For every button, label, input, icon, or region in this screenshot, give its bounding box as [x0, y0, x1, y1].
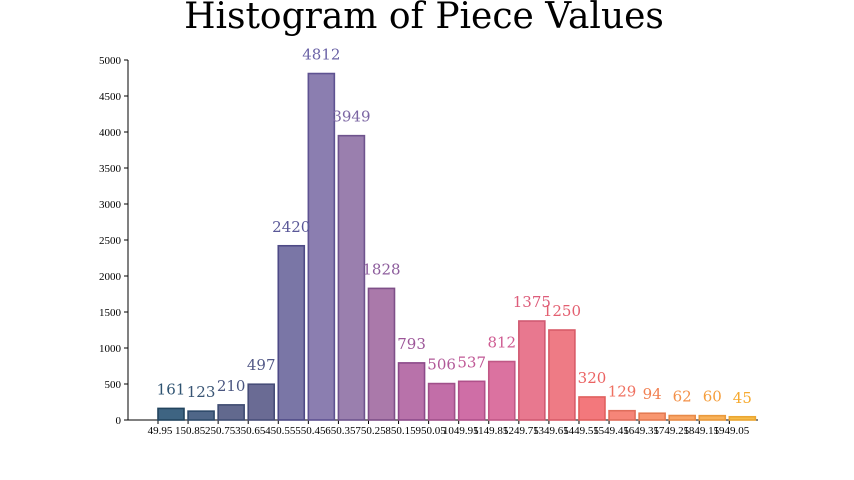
bar-value-label: 320	[578, 369, 607, 387]
y-axis: 0 500 1000 1500 2000 2500 3000 3500 4000 4500 5000	[99, 55, 129, 427]
x-tick-label: 1049.95	[443, 425, 479, 437]
bar-value-label: 497	[247, 356, 276, 374]
histogram-bar	[548, 329, 576, 421]
x-tick-label: 550.45	[295, 425, 326, 437]
y-tick-label: 1500	[99, 307, 122, 319]
x-tick-label: 350.65	[235, 425, 266, 437]
x-tick-label: 750.25	[355, 425, 386, 437]
bar-value-label: 62	[673, 388, 692, 406]
x-tick-label: 1949.05	[713, 425, 749, 437]
bars	[157, 72, 757, 421]
y-tick-label: 0	[116, 415, 122, 427]
histogram-bar	[457, 380, 486, 421]
histogram-bar	[518, 320, 546, 421]
histogram-bar	[187, 410, 215, 421]
chart-title: Histogram of Piece Values	[184, 0, 664, 37]
histogram-bar	[638, 412, 666, 421]
x-tick-label: 1649.35	[623, 425, 659, 437]
histogram-bar	[578, 396, 606, 421]
histogram-bar	[397, 362, 426, 421]
x-tick-label: 450.55	[265, 425, 296, 437]
bar-value-label: 129	[608, 383, 637, 401]
x-tick-label: 1149.85	[473, 425, 509, 437]
y-tick-label: 3000	[99, 199, 122, 211]
bar-value-label: 1250	[543, 302, 581, 320]
bar-value-label: 1828	[362, 260, 400, 278]
x-tick-label: 49.95	[148, 425, 173, 437]
y-tick-label: 4500	[99, 91, 122, 103]
histogram-bar	[728, 415, 757, 421]
y-tick-label: 500	[105, 379, 122, 391]
bar-value-label: 1375	[513, 293, 551, 311]
x-tick-label: 1849.15	[683, 425, 719, 437]
histogram-bar	[427, 382, 456, 421]
x-tick-label: 1349.65	[533, 425, 569, 437]
bar-value-label: 60	[703, 388, 722, 406]
histogram-bar	[337, 134, 366, 421]
bar-value-label: 812	[487, 334, 516, 352]
histogram-bar	[698, 414, 727, 421]
y-tick-label: 2000	[99, 271, 122, 283]
x-tick-label: 1449.55	[563, 425, 599, 437]
histogram-bar	[367, 287, 396, 421]
y-tick-label: 5000	[99, 55, 122, 67]
x-tick-label: 650.35	[325, 425, 356, 437]
x-tick-label: 1749.25	[653, 425, 689, 437]
bar-value-label: 793	[397, 335, 426, 353]
y-tick-label: 3500	[99, 163, 122, 175]
x-tick-label: 850.15	[385, 425, 416, 437]
histogram-bar	[247, 383, 276, 421]
bar-value-label: 210	[217, 377, 246, 395]
bar-value-label: 4812	[302, 46, 340, 64]
bar-value-label: 161	[157, 380, 186, 398]
y-tick-label: 1000	[99, 343, 122, 355]
x-tick-label: 150.85	[175, 425, 206, 437]
x-axis: 49.95 150.85 250.75 350.65 450.55 550.45 650.3…	[128, 419, 758, 437]
bar-value-label: 94	[643, 385, 662, 403]
histogram-bar	[608, 409, 636, 421]
bar-value-label: 123	[187, 383, 216, 401]
bar-value-label: 3949	[332, 108, 370, 126]
histogram-bar	[668, 414, 696, 421]
x-tick-label: 1549.45	[593, 425, 629, 437]
histogram-bar	[277, 244, 306, 421]
y-tick-label: 4000	[99, 127, 122, 139]
bar-value-label: 506	[427, 356, 456, 374]
histogram-bar	[307, 72, 336, 421]
bar-value-label: 2420	[272, 218, 310, 236]
x-tick-label: 1249.75	[503, 425, 539, 437]
y-tick-label: 2500	[99, 235, 122, 247]
histogram-bar	[157, 407, 185, 421]
histogram-bar	[487, 360, 516, 421]
x-tick-label: 950.05	[416, 425, 447, 437]
histogram-bar	[217, 404, 245, 421]
x-tick-label: 250.75	[205, 425, 236, 437]
bar-value-label: 45	[733, 389, 752, 407]
bar-value-label: 537	[457, 353, 486, 371]
